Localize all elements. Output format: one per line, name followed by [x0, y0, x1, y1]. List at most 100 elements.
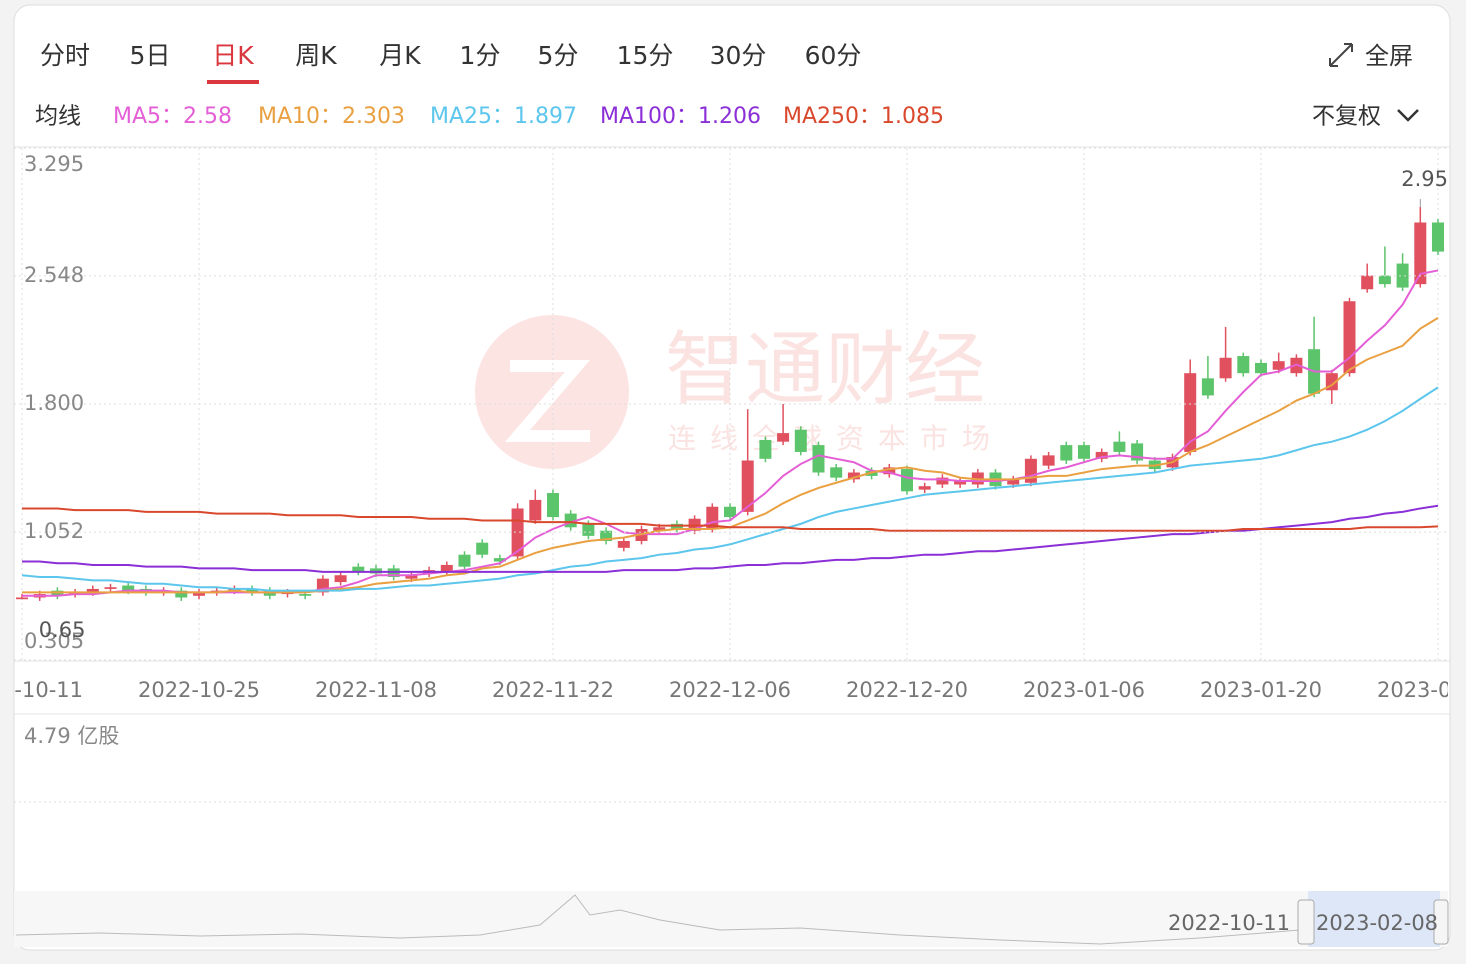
- y-tick-label: 3.295: [24, 152, 84, 176]
- tab[interactable]: 日K: [212, 41, 254, 70]
- watermark-slogan: 连线全球资本市场: [668, 422, 1004, 455]
- x-tick-label: 2022-10-25: [138, 678, 260, 702]
- candle-body: [193, 592, 205, 596]
- candle-body: [812, 445, 825, 473]
- navigator-handle[interactable]: [1297, 899, 1315, 945]
- candle-body: [1042, 455, 1055, 466]
- candle-body: [86, 588, 99, 593]
- adjust-selector[interactable]: 不复权: [1312, 104, 1381, 130]
- fullscreen-icon[interactable]: [1329, 43, 1353, 67]
- candle-body: [777, 433, 790, 442]
- candle-body: [759, 439, 772, 459]
- legend-text: ：: [492, 104, 514, 129]
- plot: 2022-10-11 2022-10-25 2022-11-08 2022-11-22…: [0, 148, 1466, 702]
- x-tick-label: 2023-02-08: [1377, 678, 1466, 702]
- candle-body: [582, 523, 595, 536]
- tab[interactable]: 5日: [130, 41, 171, 70]
- navigator-start: 2022-10-11: [1168, 911, 1290, 935]
- candle-body: [1237, 356, 1250, 374]
- candle-body: [1201, 378, 1214, 396]
- legend-text: 2.58: [183, 104, 232, 129]
- ma-label: 均线: [35, 104, 81, 130]
- y-tick-label: 2.548: [24, 263, 84, 287]
- candle-body: [1361, 275, 1374, 290]
- legend-entry: MA250：1.085: [783, 104, 944, 129]
- candle-body: [405, 575, 418, 579]
- legend-text: 2.303: [342, 104, 405, 129]
- legend-entry: MA5：2.58: [113, 104, 232, 129]
- low-label: 0.65: [39, 618, 86, 642]
- candle-body: [883, 467, 896, 475]
- tab[interactable]: 60分: [805, 41, 862, 70]
- legend-text: ：: [161, 104, 183, 129]
- candle-body: [1219, 357, 1232, 379]
- legend-text: MA10: [258, 104, 320, 129]
- candle-body: [1343, 301, 1356, 374]
- candle-body: [493, 558, 506, 562]
- candle-body: [1272, 361, 1285, 370]
- legend-text: ：: [320, 104, 342, 129]
- tab[interactable]: 5分: [538, 41, 579, 70]
- x-tick-label: 2023-01-20: [1200, 678, 1322, 702]
- candle-body: [1184, 373, 1197, 452]
- fullscreen-button[interactable]: 全屏: [1365, 42, 1413, 70]
- navigator-selection[interactable]: [1308, 891, 1440, 947]
- candle-body: [458, 554, 471, 567]
- x-tick-label: 2022-10-11: [0, 678, 83, 702]
- candle-body: [299, 594, 312, 596]
- legend-text: MA25: [430, 104, 492, 129]
- candle-body: [1024, 458, 1037, 483]
- candle-body: [1396, 263, 1409, 288]
- candle-body: [1007, 479, 1020, 485]
- legend-text: 1.206: [698, 104, 761, 129]
- y-tick-label: 1.052: [24, 519, 84, 543]
- legend-text: ：: [859, 104, 881, 129]
- candle-body: [1113, 441, 1126, 452]
- candle-body: [617, 540, 630, 548]
- candle-body: [724, 506, 736, 518]
- tab[interactable]: 分时: [40, 41, 90, 70]
- dropdown-arrow[interactable]: [1397, 109, 1419, 122]
- legend-text: ：: [676, 104, 698, 129]
- ma-line: [21, 386, 1439, 592]
- candle-body: [511, 508, 524, 557]
- navigator-line: [15, 894, 1446, 945]
- x-tick-label: 2022-12-06: [669, 678, 791, 702]
- candle-body: [1432, 222, 1444, 252]
- tab[interactable]: 15分: [617, 41, 674, 70]
- candle-body: [547, 493, 559, 518]
- y-tick-label: 0.305: [24, 629, 84, 653]
- candle-body: [246, 588, 259, 593]
- tab[interactable]: 1分: [460, 41, 501, 70]
- x-tick-label: 2022-11-22: [492, 678, 614, 702]
- tab[interactable]: 30分: [710, 41, 767, 70]
- candle-body: [830, 467, 843, 478]
- candle-body: [653, 527, 666, 531]
- ma-line: [22, 504, 1439, 573]
- candle-body: [529, 499, 542, 521]
- legend-text: 1.897: [514, 104, 577, 129]
- candle-body: [440, 564, 453, 572]
- candle-body: [936, 477, 949, 485]
- candle-body: [175, 590, 188, 598]
- watermark-logo-mark: [505, 360, 590, 442]
- candle-body: [1078, 445, 1090, 459]
- tab[interactable]: 周K: [295, 41, 337, 70]
- volume-label: 4.79 亿股: [24, 724, 119, 748]
- legend-text: MA250: [783, 104, 859, 129]
- candle-body: [1255, 362, 1267, 374]
- tab-underline: [207, 80, 259, 84]
- navigator-end: 2023-02-08: [1316, 911, 1438, 935]
- tab[interactable]: 月K: [379, 41, 421, 70]
- legend-text: MA5: [113, 104, 161, 129]
- candle-body: [16, 597, 28, 600]
- candle-body: [741, 460, 754, 512]
- candle-body: [1378, 275, 1391, 285]
- legend-text: 1.085: [881, 104, 944, 129]
- candle-body: [104, 587, 117, 589]
- legend-entry: MA10：2.303: [258, 104, 405, 129]
- legend-entry: MA100：1.206: [600, 104, 761, 129]
- high-label: 2.95: [1401, 167, 1448, 191]
- navigator-handle[interactable]: [1433, 899, 1449, 945]
